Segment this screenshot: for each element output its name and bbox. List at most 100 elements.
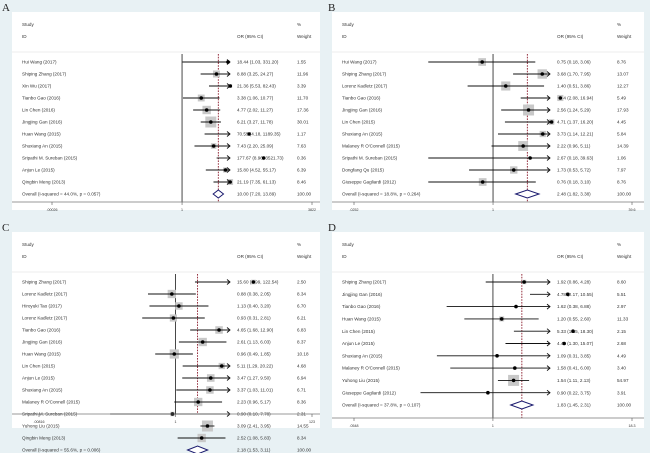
study-name: Anjun Le (2015) [22, 168, 55, 173]
ci-arrow [546, 95, 551, 101]
header-effect: OR (95% CI) [237, 254, 264, 259]
study-row: Lin Chen (2016) 4.77 (2.02, 11.27) 17.36 [22, 105, 309, 115]
study-weight: 4.49 [617, 353, 626, 358]
point-estimate [209, 120, 213, 124]
study-weight: 1.06 [617, 156, 626, 161]
study-row: Shiping Zhang (2017) 1.92 (0.86, 4.28) 8.6… [342, 279, 626, 285]
study-name: Tianbo Gao (2016) [342, 304, 381, 309]
point-estimate [503, 84, 508, 88]
study-effect-label: 2.61 (1.13, 6.03) [237, 340, 271, 345]
study-weight: 2.15 [617, 329, 626, 334]
study-effect-label: 1.58 (0.41, 6.00) [557, 366, 591, 371]
study-weight: 1.55 [297, 60, 306, 65]
study-effect-label: 3.37 (1.03, 11.01) [237, 388, 273, 393]
ci-arrow [226, 71, 231, 77]
panel-label: C [2, 222, 10, 234]
overall-diamond [509, 400, 535, 410]
study-effect-label: 0.76 (0.18, 3.10) [557, 180, 591, 185]
point-estimate [219, 364, 224, 368]
study-name: Huan Wang (2015) [22, 352, 61, 357]
ci-arrow [226, 131, 231, 137]
study-row: Shiping Zhang (2017) 8.88 (3.25, 24.27) 11… [22, 70, 309, 78]
study-weight: 5.84 [617, 132, 626, 137]
header-id: ID [342, 254, 347, 259]
overall-row: Overall (I-squared = 55.6%, p = 0.006) 2.… [22, 445, 311, 453]
study-name: Tianbo Gao (2016) [342, 96, 381, 101]
panel-label: D [328, 222, 336, 234]
study-row: Lin Chen (2015) 4.71 (1.37, 16.20) 4.45 [342, 119, 626, 125]
study-row: Shuxiang An (2015) 1.09 (0.31, 3.85) 4.49 [342, 352, 626, 359]
study-row: Malaney R O'Connell (2015) 1.58 (0.41, 6.… [342, 365, 626, 371]
ci-arrow [546, 303, 551, 310]
study-row: Lin Chen (2015) 5.33 (1.55, 18.30) 2.15 [342, 328, 626, 335]
study-weight: 8.76 [617, 60, 626, 65]
study-row: Yuhong Liu (2015) 1.54 (1.11, 2.13) 54.97 [342, 374, 629, 386]
study-row: Hui Wang (2017) 0.75 (0.18, 3.06) 8.76 [342, 58, 626, 66]
point-estimate [247, 132, 251, 136]
study-effect-label: 3.09 (2.41, 3.95) [237, 424, 271, 429]
point-estimate [196, 400, 201, 404]
study-name: Lin Chen (2015) [22, 364, 55, 369]
header-effect: OR (95% CI) [557, 34, 584, 39]
study-effect-label: 3.38 (1.06, 10.77) [237, 96, 274, 101]
panel-label: B [328, 2, 336, 14]
header-study: Study [342, 22, 354, 27]
study-weight: 2.97 [617, 304, 626, 309]
point-estimate [480, 180, 485, 184]
header-percent: % [297, 242, 301, 247]
overall-label: Overall (I-squared = 37.8%, p = 0.107) [342, 403, 421, 408]
overall-weight: 100.00 [297, 192, 311, 197]
study-weight: 11.96 [297, 72, 309, 77]
ci-arrow [226, 155, 231, 161]
point-estimate [170, 292, 174, 296]
study-weight: 54.97 [617, 378, 629, 383]
overall-diamond [212, 189, 225, 199]
point-estimate [208, 388, 212, 392]
study-row: Giuseppe Gagliardi (2012) 0.76 (0.18, 3.1… [342, 178, 626, 186]
overall-effect-label: 10.00 (7.20, 13.89) [237, 192, 276, 197]
study-effect-label: 2.22 (0.96, 5.11) [557, 144, 591, 149]
study-weight: 11.33 [617, 317, 629, 322]
ci-arrow [226, 363, 231, 369]
study-name: Qingbin Meng (2013) [22, 436, 66, 441]
x-tick-label: .0548 [350, 424, 359, 428]
study-effect-label: 0.96 (0.49, 1.85) [237, 352, 271, 357]
forest-plot-panel-c: Study ID OR (95% CI)% Weight Shiping Zhang (… [12, 232, 320, 453]
ci-arrow [546, 352, 551, 359]
study-weight: 2.50 [297, 280, 306, 285]
study-row: Tianbo Gao (2016) 4.65 (1.68, 12.90) 6.83 [22, 326, 306, 334]
study-effect-label: 0.75 (0.18, 3.06) [557, 60, 591, 65]
study-effect-label: 1.20 (0.55, 2.60) [557, 317, 591, 322]
study-row: Anjun Le (2015) 4.43 (1.30, 15.07) 2.68 [342, 340, 626, 347]
study-name: Lorenz Kadletz (2017) [22, 316, 68, 321]
header-weight: Weight [297, 254, 312, 259]
study-row: Huan Wang (2015) 1.20 (0.55, 2.60) 11.33 [342, 316, 629, 322]
x-tick-label: .00816 [34, 420, 45, 424]
study-weight: 8.34 [297, 292, 306, 297]
study-name: Lorenz Kadletz (2017) [342, 84, 388, 89]
study-effect-label: 3.68 (1.70, 7.95) [557, 72, 591, 77]
study-row: Dongfang Qu (2015) 1.73 (0.53, 5.72) 7.97 [342, 166, 626, 174]
study-effect-label: 2.67 (0.18, 39.63) [557, 156, 594, 161]
study-name: Shuxiang An (2015) [22, 144, 63, 149]
header-id: ID [22, 254, 27, 259]
x-tick-label: 3822 [308, 208, 316, 212]
study-weight: 8.60 [617, 280, 626, 285]
study-row: Anjun Le (2015) 3.47 (1.27, 9.50) 6.94 [22, 374, 306, 382]
study-name: Giuseppe Gagliardi (2012) [342, 390, 396, 395]
ci-arrow [226, 279, 231, 285]
header-id: ID [22, 34, 27, 39]
header-weight: Weight [617, 34, 632, 39]
study-name: Lin Chen (2015) [342, 120, 375, 125]
overall-row: Overall (I-squared = 18.8%, p = 0.264) 2.… [342, 189, 631, 199]
study-name: Hui Wang (2017) [342, 60, 377, 65]
study-effect-label: 70.55 (4.18, 1189.35) [237, 132, 281, 137]
overall-diamond [514, 189, 541, 199]
ci-arrow [546, 365, 551, 371]
study-row: Jingjing Gan (2016) 2.61 (1.13, 6.03) 8.37 [22, 337, 306, 347]
study-effect-label: 1.62 (0.38, 6.88) [557, 304, 591, 309]
point-estimate [540, 132, 545, 136]
ci-arrow [546, 107, 551, 113]
study-weight: 8.46 [297, 180, 306, 185]
study-effect-label: 4.77 (2.02, 11.27) [237, 108, 273, 113]
